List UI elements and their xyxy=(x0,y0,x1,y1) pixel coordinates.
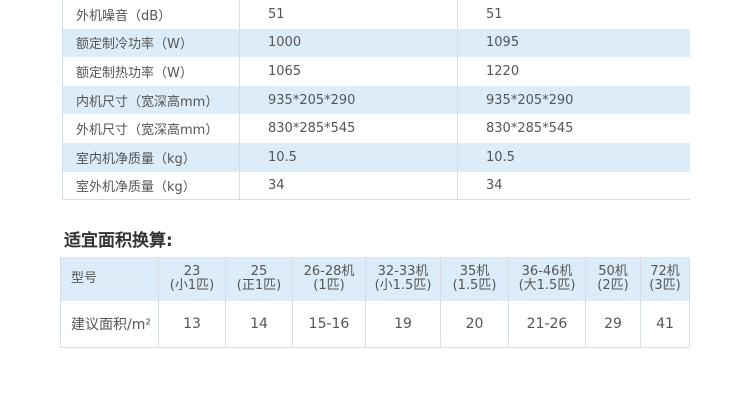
header-text: 26-28机 xyxy=(303,264,355,279)
area-cell: 建议面积/m² xyxy=(60,301,158,348)
spec-cell: 10.5 xyxy=(458,143,690,172)
spec-cell: 室外机净质量（kg） xyxy=(62,171,240,201)
spec-cell: 外机噪音（dB） xyxy=(62,0,240,29)
header-text: (正1匹) xyxy=(236,278,282,293)
spec-cell: 935*205*290 xyxy=(240,85,458,115)
header-text: 32-33机 xyxy=(377,264,429,279)
header-text: (1匹) xyxy=(313,278,345,293)
header-cell: 72机 (3匹) xyxy=(640,257,690,301)
header-text: (小1.5匹) xyxy=(374,278,432,293)
header-cell: 型号 xyxy=(60,257,158,301)
area-cell: 15-16 xyxy=(292,301,365,348)
spec-cell: 额定制冷功率（W） xyxy=(62,28,240,58)
header-cell: 32-33机 (小1.5匹) xyxy=(365,257,440,301)
spec-cell: 830*285*545 xyxy=(486,121,574,137)
area-cell: 29 xyxy=(585,301,640,348)
header-text: 72机 xyxy=(650,264,680,279)
spec-cell: 1065 xyxy=(240,57,458,86)
spec-cell: 830*285*545 xyxy=(240,114,458,143)
spec-cell: 10.5 xyxy=(240,143,458,172)
spec-cell: 51 xyxy=(240,0,458,29)
spec-cell: 1000 xyxy=(240,28,458,58)
header-text: (小1匹) xyxy=(169,278,215,293)
header-text: 35机 xyxy=(459,264,490,279)
header-text: (1.5匹) xyxy=(452,278,497,293)
header-cell: 26-28机 (1匹) xyxy=(292,257,365,301)
area-cell: 20 xyxy=(440,301,508,348)
spec-cell: 内机尺寸（宽深高mm） xyxy=(62,85,240,115)
header-cell: 25 (正1匹) xyxy=(225,257,292,301)
header-text: 23 xyxy=(183,264,201,279)
header-cell: 50机 (2匹) xyxy=(585,257,640,301)
spec-cell: 外机尺寸（宽深高mm） xyxy=(62,114,240,143)
spec-cell: 室内机净质量（kg） xyxy=(62,143,240,172)
area-cell: 19 xyxy=(365,301,440,348)
header-cell: 23 (小1匹) xyxy=(158,257,225,301)
header-text: 25 xyxy=(250,264,268,279)
header-text: 36-46机 xyxy=(521,264,573,279)
spec-cell: 51 xyxy=(486,6,503,22)
header-text: 型号 xyxy=(71,271,98,286)
spec-cell: 1095 xyxy=(458,28,690,58)
spec-cell: 额定制热功率（W） xyxy=(62,57,240,86)
spec-cell: 1220 xyxy=(486,63,520,79)
header-cell: 36-46机 (大1.5匹) xyxy=(508,257,585,301)
spec-cell: 34 xyxy=(240,171,458,201)
area-cell: 14 xyxy=(225,301,292,348)
header-text: (2匹) xyxy=(597,278,629,293)
section-title: 适宜面积换算: xyxy=(64,231,173,251)
spec-cell: 34 xyxy=(458,172,690,201)
area-cell: 21-26 xyxy=(508,301,585,348)
header-text: (大1.5匹) xyxy=(518,278,576,293)
header-text: 50机 xyxy=(598,264,628,279)
spec-cell: 935*205*290 xyxy=(458,85,690,115)
header-cell: 35机 (1.5匹) xyxy=(440,257,508,301)
area-cell: 41 xyxy=(640,301,690,348)
header-text: (3匹) xyxy=(649,278,681,293)
area-cell: 13 xyxy=(158,301,225,348)
